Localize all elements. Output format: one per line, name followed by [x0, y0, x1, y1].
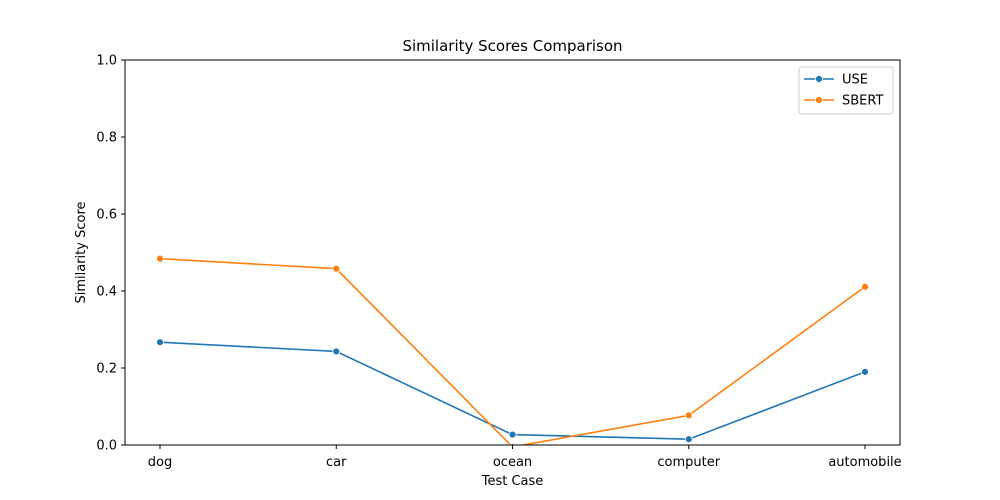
data-point-use [156, 338, 164, 347]
series-line-sbert [159, 257, 866, 445]
y-axis-label: Similarity Score [74, 201, 89, 303]
legend-marker-use [815, 75, 823, 83]
data-point-use [332, 347, 341, 356]
x-axis-label: Test Case [481, 474, 544, 489]
y-tick-label: 0.6 [96, 208, 117, 223]
y-tick-label: 0.0 [96, 439, 117, 454]
data-point-sbert [684, 411, 693, 420]
x-tick-label: car [326, 455, 347, 470]
legend-label-sbert: SBERT [842, 94, 883, 109]
data-point-use [508, 430, 517, 439]
data-point-sbert [332, 264, 341, 273]
plot-frame [124, 59, 901, 446]
axes-ticks: dog car ocean computer automobile 0.0 0.2 0.4 0.… [96, 54, 901, 471]
y-tick-label: 0.8 [96, 131, 117, 146]
x-tick-label: automobile [828, 455, 901, 470]
y-tick-label: 0.4 [96, 285, 117, 300]
legend-label-use: USE [842, 73, 868, 88]
data-point-use [684, 435, 693, 444]
series-layer [156, 254, 869, 445]
y-tick-label: 1.0 [96, 54, 117, 69]
data-point-use [861, 367, 869, 376]
x-tick-label: dog [148, 455, 172, 470]
legend-marker-sbert [815, 96, 823, 104]
chart-title: Similarity Scores Comparison [402, 37, 622, 55]
legend: USE SBERT [798, 66, 894, 115]
data-point-sbert [861, 282, 869, 291]
x-tick-label: computer [657, 455, 720, 470]
series-line-use [159, 341, 866, 441]
x-tick-label: ocean [493, 455, 532, 470]
data-point-sbert [156, 254, 164, 263]
y-tick-label: 0.2 [96, 362, 117, 377]
